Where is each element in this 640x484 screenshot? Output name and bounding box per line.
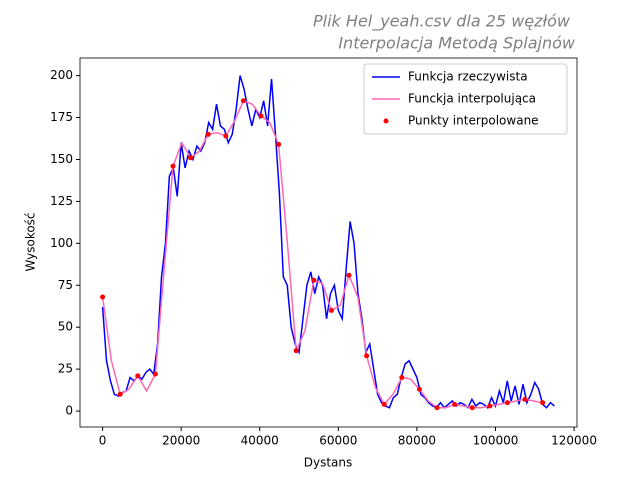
y-tick-label: 150 [50, 152, 73, 166]
legend-label: Punkty interpolowane [408, 114, 539, 128]
data-point [328, 307, 334, 313]
chart-title: Plik Hel_yeah.csv dla 25 węzłów [313, 12, 571, 32]
data-point [276, 141, 282, 147]
x-tick-label: 20000 [162, 434, 200, 448]
data-point [223, 133, 229, 139]
y-tick-label: 175 [50, 110, 73, 124]
y-tick-label: 75 [58, 278, 73, 292]
legend-box [363, 63, 568, 135]
legend-label: Funckja interpolująca [408, 92, 536, 106]
data-point [100, 294, 106, 300]
y-tick-label: 125 [50, 194, 73, 208]
data-point [381, 401, 387, 407]
plot-frame [79, 57, 578, 428]
data-point [540, 400, 546, 406]
x-axis-label: Dystans [304, 456, 353, 470]
y-tick-label: 200 [50, 68, 73, 82]
data-point [452, 401, 458, 407]
chart-subtitle: Interpolacja Metodą Splajnów [338, 34, 576, 53]
data-point [416, 386, 422, 392]
data-line [101, 75, 555, 409]
data-point [205, 131, 211, 137]
x-tick-label: 40000 [241, 434, 279, 448]
y-axis-label: Wysokość [24, 212, 38, 271]
data-point [258, 113, 264, 119]
y-tick-label: 0 [65, 404, 73, 418]
legend-label: Funkcja rzeczywista [408, 70, 528, 84]
data-line [101, 99, 543, 409]
y-tick-label: 100 [50, 236, 73, 250]
x-tick-label: 120000 [551, 434, 597, 448]
data-point [293, 348, 299, 354]
data-point [346, 272, 352, 278]
data-point [170, 163, 176, 169]
data-point [152, 371, 158, 377]
data-point [117, 391, 123, 397]
data-point [135, 373, 141, 379]
x-tick-label: 60000 [319, 434, 357, 448]
legend-marker [383, 118, 389, 124]
data-point [434, 405, 440, 411]
data-point [311, 277, 317, 283]
data-point [240, 98, 246, 104]
data-point [399, 375, 405, 381]
y-tick-label: 50 [58, 320, 73, 334]
data-point [522, 396, 528, 402]
x-tick-label: 100000 [473, 434, 519, 448]
data-point [364, 353, 370, 359]
data-point [487, 403, 493, 409]
data-point [504, 400, 510, 406]
data-point [188, 155, 194, 161]
x-tick-label: 0 [99, 434, 107, 448]
x-tick-label: 80000 [398, 434, 436, 448]
y-tick-label: 25 [58, 362, 73, 376]
data-point [469, 405, 475, 411]
